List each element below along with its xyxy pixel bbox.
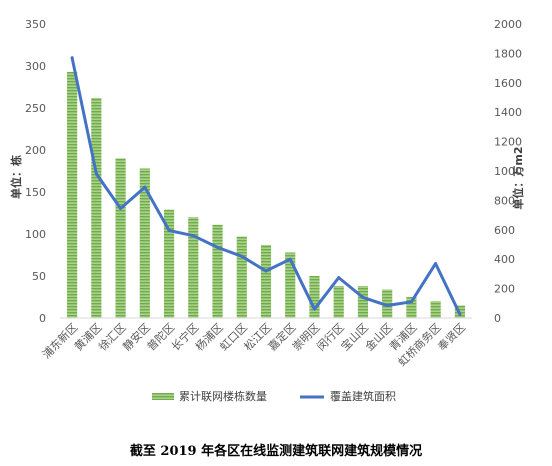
y-right-tick-label: 0 <box>494 312 501 325</box>
y-right-tick-label: 200 <box>494 283 515 296</box>
y-left-tick-label: 350 <box>25 18 46 31</box>
bar <box>285 252 296 318</box>
bar <box>67 71 78 318</box>
chart-caption: 截至 2019 年各区在线监测建筑联网建筑规模情况 <box>130 443 422 459</box>
line-point <box>167 229 171 233</box>
line-point <box>458 312 462 316</box>
y-axis-left-title: 单位：栋 <box>9 155 23 199</box>
y-left-tick-label: 0 <box>39 312 46 325</box>
y-left-tick-label: 250 <box>25 102 46 115</box>
y-left-tick-label: 150 <box>25 186 46 199</box>
line-point <box>337 276 341 280</box>
y-right-tick-label: 800 <box>494 194 515 207</box>
x-tick-label: 浦东新区 <box>39 320 80 361</box>
bar <box>382 289 393 318</box>
legend-bar-swatch <box>152 393 174 400</box>
y-left-tick-label: 300 <box>25 60 46 73</box>
x-tick-label: 奉贤区 <box>435 320 468 353</box>
bar <box>309 276 320 318</box>
line-point <box>312 307 316 311</box>
y-left-tick-label: 50 <box>32 270 46 283</box>
bar <box>163 209 175 318</box>
line-point <box>264 269 268 273</box>
y-right-tick-label: 1800 <box>494 47 522 60</box>
bar <box>260 244 272 318</box>
line-point <box>70 56 74 60</box>
y-axis-right-title: 单位：万m2 <box>511 146 525 209</box>
y-left-tick-label: 100 <box>25 228 46 241</box>
y-right-tick-label: 2000 <box>494 18 522 31</box>
line-series <box>70 56 462 316</box>
bar <box>406 297 417 318</box>
left-axis: 0 50 100 150 200 250 300 350 <box>25 18 46 325</box>
legend-bar-label: 累计联网楼栋数量 <box>179 389 267 403</box>
line-point <box>385 304 389 308</box>
bar <box>430 301 441 318</box>
line-point <box>191 234 195 238</box>
bar <box>236 236 247 318</box>
bar <box>91 97 102 318</box>
line-point <box>240 254 244 258</box>
bar <box>333 286 344 318</box>
bar-series <box>67 71 465 318</box>
y-right-tick-label: 600 <box>494 224 515 237</box>
line-point <box>361 295 365 299</box>
right-axis: 0 200 400 600 800 1000 1200 1400 1600 1800 2000 <box>494 18 522 325</box>
bar <box>115 158 126 318</box>
y-left-tick-label: 200 <box>25 144 46 157</box>
line-point <box>119 206 123 210</box>
line-point <box>143 185 147 189</box>
y-right-tick-label: 1000 <box>494 165 522 178</box>
bar <box>139 168 150 318</box>
y-right-tick-label: 1600 <box>494 77 522 90</box>
y-right-tick-label: 1400 <box>494 106 522 119</box>
bar <box>188 217 199 318</box>
x-axis-ticks: 浦东新区黄浦区徐汇区静安区普陀区长宁区杨浦区虹口区松江区嘉定区崇明区闵行区宝山区… <box>39 320 468 369</box>
line-point <box>288 257 292 261</box>
legend-line-label: 覆盖建筑面积 <box>330 389 396 403</box>
line-point <box>409 300 413 304</box>
y-right-tick-label: 400 <box>494 253 515 266</box>
line-point <box>216 245 220 249</box>
legend: 累计联网楼栋数量 覆盖建筑面积 <box>152 389 396 403</box>
y-right-tick-label: 1200 <box>494 136 522 149</box>
bar <box>357 286 369 318</box>
bar <box>212 224 223 318</box>
line-point <box>94 172 98 176</box>
line-point <box>434 262 438 266</box>
